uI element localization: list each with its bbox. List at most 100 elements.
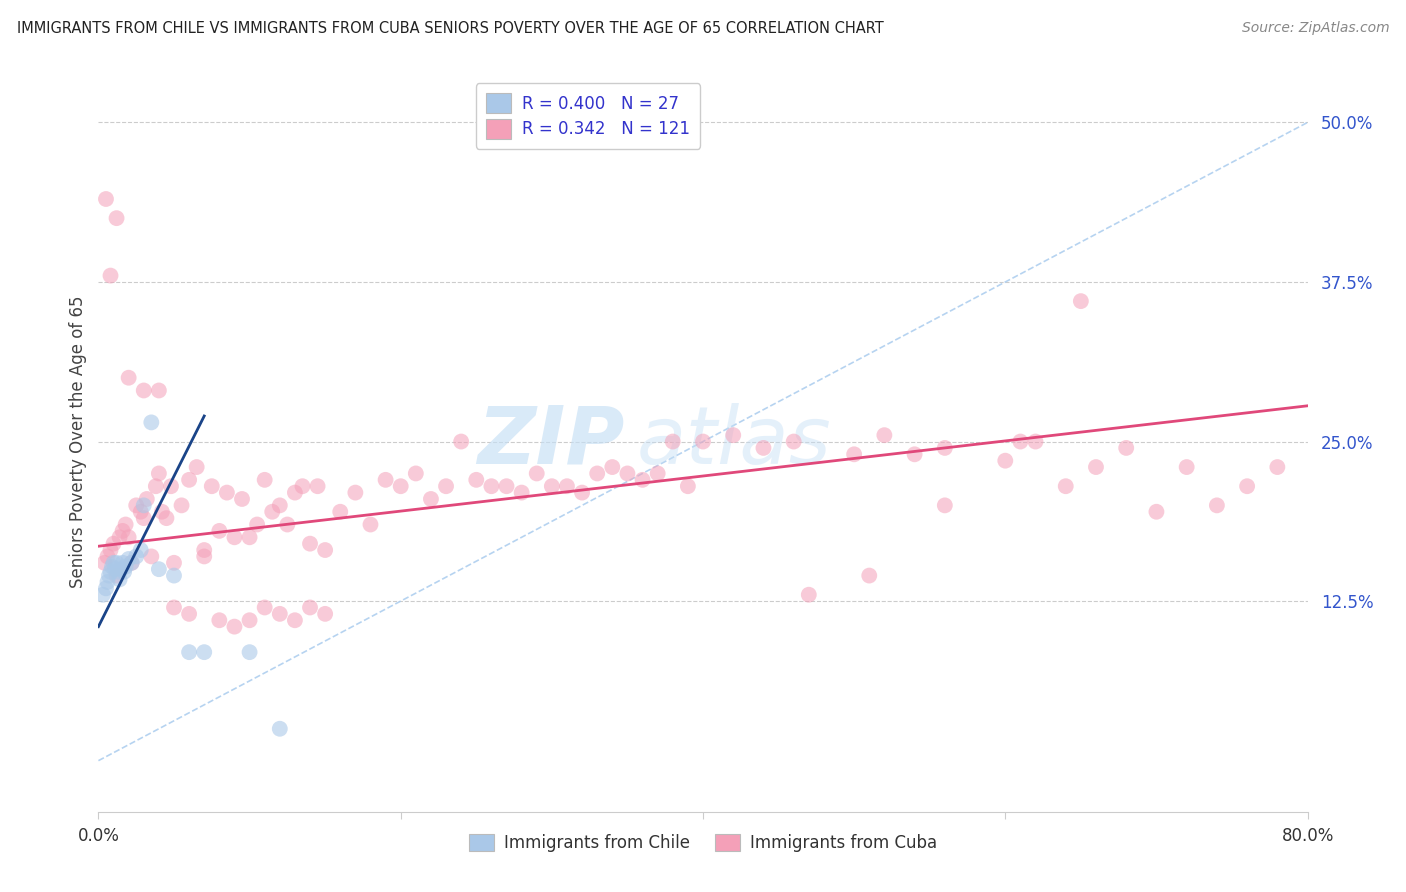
Point (129, 543, 152, 558)
Point (107, 565, 129, 579)
Point (858, 568, 880, 582)
Point (994, 453, 1017, 467)
Point (269, 607, 291, 621)
Point (616, 467, 638, 481)
Point (96, 549, 118, 564)
Point (291, 479, 314, 493)
Point (141, 416, 163, 430)
Point (215, 485, 238, 500)
Point (100, 565, 122, 579)
Point (208, 524, 231, 538)
Point (105, 556, 128, 570)
Point (163, 600, 186, 615)
Point (163, 556, 186, 570)
Point (262, 505, 284, 519)
Text: ZIP: ZIP (477, 402, 624, 481)
Point (108, 530, 131, 544)
Point (163, 568, 186, 582)
Point (150, 505, 173, 519)
Point (96, 574, 118, 589)
Point (114, 559, 136, 574)
Point (299, 536, 322, 550)
Point (797, 588, 820, 602)
Point (145, 479, 167, 493)
Point (631, 473, 654, 487)
Point (160, 479, 183, 493)
Point (676, 479, 699, 493)
Point (186, 460, 208, 475)
Point (101, 559, 124, 574)
Point (121, 556, 143, 570)
Point (495, 479, 517, 493)
Point (239, 645, 262, 659)
Point (179, 473, 201, 487)
Point (571, 485, 593, 500)
Point (1070, 294, 1092, 309)
Point (132, 511, 155, 525)
Point (420, 491, 443, 506)
Text: Source: ZipAtlas.com: Source: ZipAtlas.com (1241, 21, 1389, 35)
Point (201, 479, 224, 493)
Point (723, 428, 745, 442)
Point (1024, 434, 1046, 449)
Point (1206, 499, 1229, 513)
Point (239, 530, 262, 544)
Point (132, 384, 155, 398)
Point (94, 192, 117, 206)
Point (586, 467, 609, 481)
Point (246, 517, 269, 532)
Point (111, 556, 134, 570)
Point (224, 619, 246, 633)
Point (299, 600, 322, 615)
Point (1115, 441, 1137, 455)
Point (844, 447, 866, 461)
Point (93, 556, 115, 570)
Point (1085, 460, 1108, 475)
Point (314, 543, 336, 558)
Point (873, 428, 896, 442)
Text: atlas: atlas (637, 402, 831, 481)
Point (94, 582, 117, 596)
Point (111, 524, 134, 538)
Point (224, 530, 246, 544)
Point (555, 479, 578, 493)
Point (155, 511, 177, 525)
Point (121, 556, 143, 570)
Point (269, 722, 291, 736)
Point (129, 505, 152, 519)
Point (1144, 505, 1167, 519)
Point (540, 479, 562, 493)
Point (110, 562, 132, 576)
Point (231, 491, 253, 506)
Point (103, 556, 125, 570)
Point (135, 491, 157, 506)
Point (344, 485, 367, 500)
Point (307, 479, 329, 493)
Point (179, 645, 201, 659)
Point (481, 479, 503, 493)
Point (118, 530, 141, 544)
Point (91, 588, 114, 602)
Point (465, 473, 488, 487)
Point (104, 562, 127, 576)
Legend: Immigrants from Chile, Immigrants from Cuba: Immigrants from Chile, Immigrants from C… (463, 828, 943, 859)
Point (108, 573, 131, 587)
Point (602, 460, 624, 475)
Point (647, 467, 669, 481)
Point (284, 485, 307, 500)
Point (100, 268, 122, 283)
Point (526, 467, 548, 481)
Point (118, 370, 141, 384)
Point (98, 568, 121, 582)
Point (450, 434, 472, 449)
Point (1236, 479, 1258, 493)
Point (434, 479, 457, 493)
Point (934, 441, 956, 455)
Point (329, 505, 352, 519)
Point (193, 645, 215, 659)
Point (934, 499, 956, 513)
Point (269, 499, 291, 513)
Point (314, 607, 336, 621)
Point (141, 549, 163, 564)
Point (193, 549, 215, 564)
